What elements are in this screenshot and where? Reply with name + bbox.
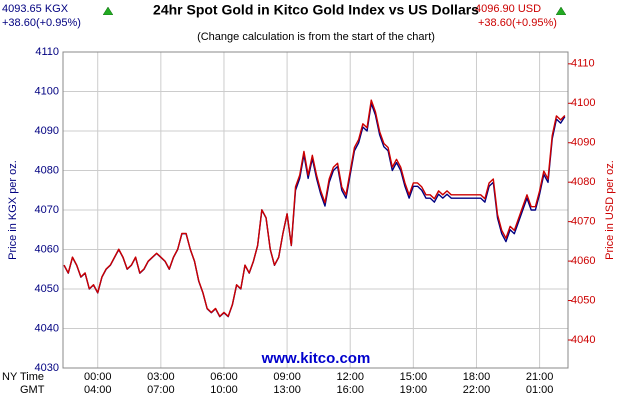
x-tick-label: 13:00 xyxy=(273,384,301,396)
x-tick-label: 22:00 xyxy=(463,384,491,396)
y-tick-label: 4110 xyxy=(35,46,59,58)
y-tick-label: 4070 xyxy=(35,204,59,216)
y-tick-label: 4060 xyxy=(35,243,59,255)
watermark: www.kitco.com xyxy=(261,350,371,367)
up-icon xyxy=(556,7,566,15)
y-tick-label: 4090 xyxy=(35,125,59,137)
up-icon xyxy=(103,7,113,15)
x-tick-label: 07:00 xyxy=(147,384,175,396)
series-line xyxy=(63,99,566,318)
x-tick-label: 16:00 xyxy=(336,384,364,396)
right-change: +38.60(+0.95%) xyxy=(478,17,557,29)
x-tick-label: 06:00 xyxy=(210,371,238,383)
y-tick-label: 4080 xyxy=(35,164,59,176)
x-tick-label: 18:00 xyxy=(463,371,491,383)
y2-tick-label: 4060 xyxy=(571,255,595,267)
y2-tick-label: 4110 xyxy=(571,58,595,70)
x-tick-label: 01:00 xyxy=(526,384,554,396)
y2-axis-label: Price in USD per oz. xyxy=(604,160,616,260)
x-tick-label: 00:00 xyxy=(84,371,112,383)
chart-subtitle: (Change calculation is from the start of… xyxy=(197,31,435,43)
y-tick-label: 4040 xyxy=(35,322,59,334)
x-row-label: NY Time xyxy=(2,371,44,383)
y2-tick-label: 4100 xyxy=(571,97,595,109)
x-tick-label: 15:00 xyxy=(400,371,428,383)
x-tick-label: 03:00 xyxy=(147,371,175,383)
y2-tick-label: 4070 xyxy=(571,216,595,228)
x-tick-label: 21:00 xyxy=(526,371,554,383)
x-tick-label: 12:00 xyxy=(336,371,364,383)
right-price: 4096.90 USD xyxy=(475,3,542,15)
lines xyxy=(63,99,566,318)
x-tick-label: 10:00 xyxy=(210,384,238,396)
y-axis-label: Price in KGX per oz. xyxy=(7,160,19,260)
chart-title: 24hr Spot Gold in Kitco Gold Index vs US… xyxy=(153,2,479,18)
plot-frame xyxy=(62,51,569,369)
y-tick-label: 4030 xyxy=(35,362,59,374)
y2-tick-label: 4080 xyxy=(571,176,595,188)
y-tick-label: 4050 xyxy=(35,283,59,295)
x-tick-label: 09:00 xyxy=(273,371,301,383)
y-tick-label: 4100 xyxy=(35,85,59,97)
left-change: +38.60(+0.95%) xyxy=(2,17,81,29)
y2-tick-label: 4090 xyxy=(571,137,595,149)
left-price: 4093.65 KGX xyxy=(2,3,69,15)
y2-tick-label: 4050 xyxy=(571,294,595,306)
x-row-label: GMT xyxy=(20,384,45,396)
y2-tick-label: 4040 xyxy=(571,334,595,346)
x-tick-label: 19:00 xyxy=(400,384,428,396)
x-tick-label: 04:00 xyxy=(84,384,112,396)
